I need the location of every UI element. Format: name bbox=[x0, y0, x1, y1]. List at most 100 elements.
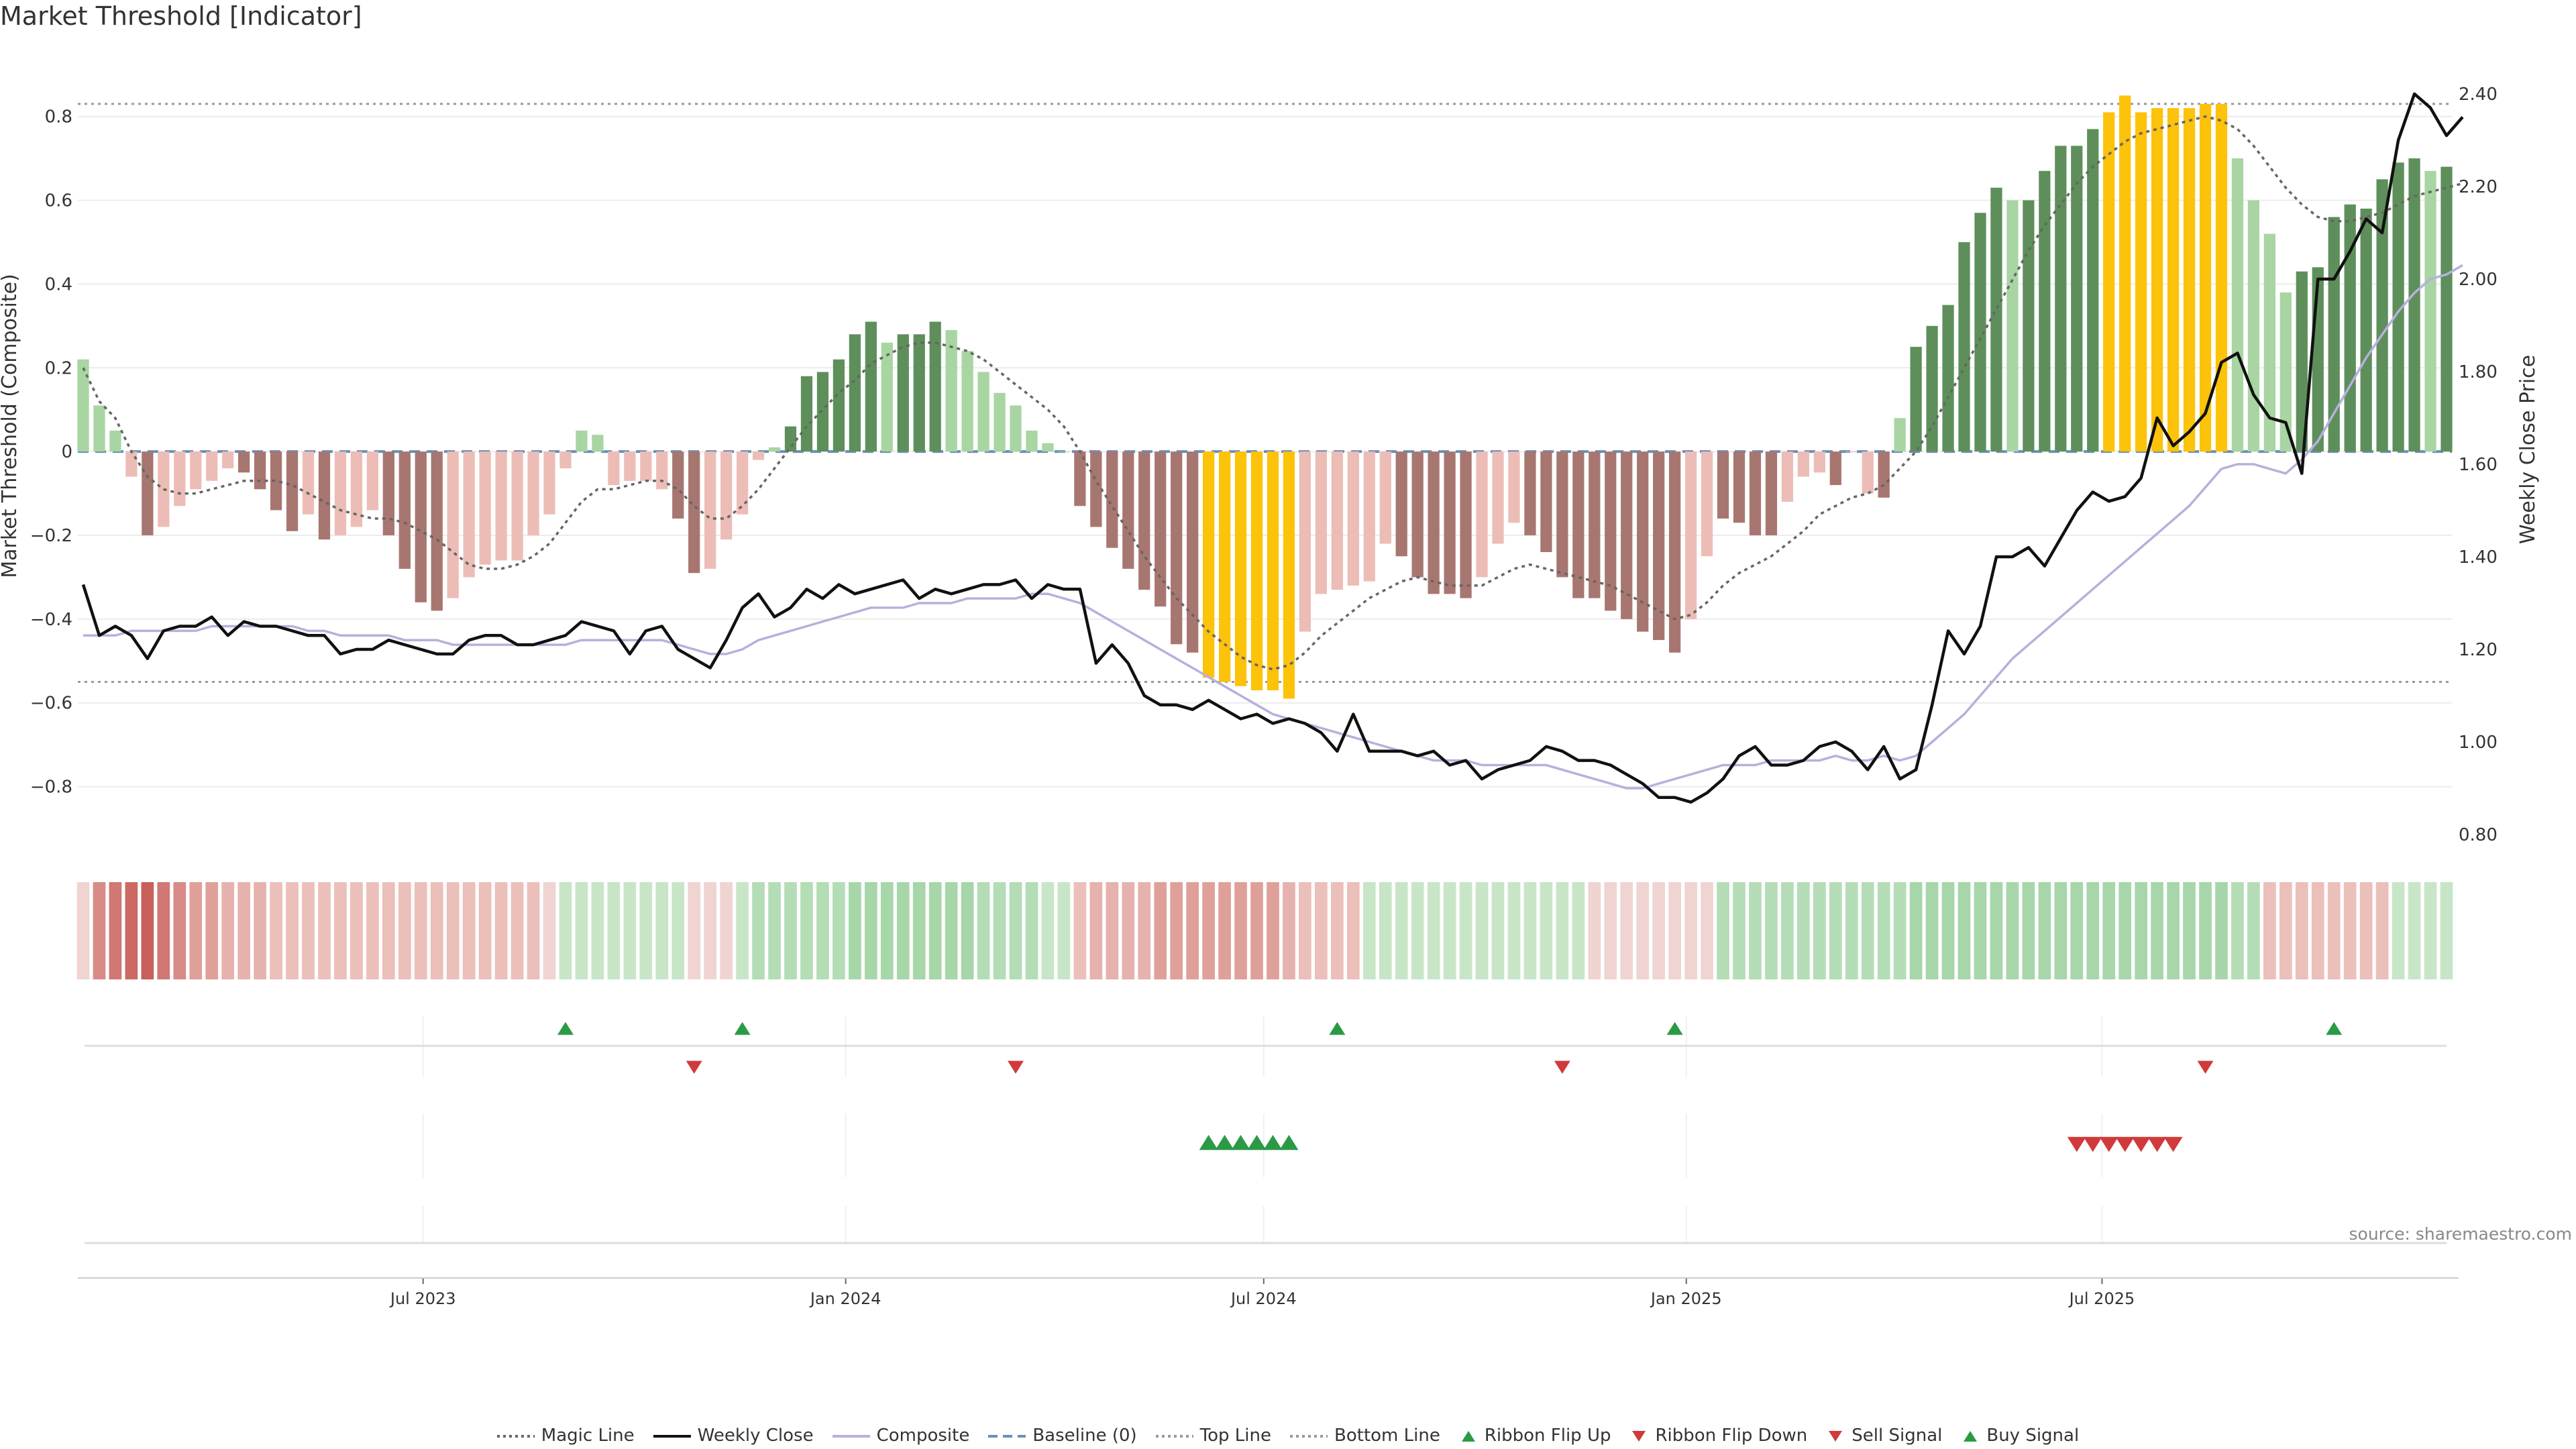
ribbon-cell bbox=[864, 882, 877, 979]
y2-tick-label: 2.40 bbox=[2459, 85, 2498, 105]
legend-item: Baseline (0) bbox=[988, 1426, 1137, 1446]
composite-bar bbox=[1669, 451, 1681, 653]
composite-bar bbox=[1202, 451, 1215, 678]
source-note: source: sharemaestro.com bbox=[2349, 1224, 2573, 1244]
ribbon-cell bbox=[896, 882, 910, 979]
composite-bar bbox=[2392, 162, 2404, 452]
composite-bar bbox=[1250, 451, 1263, 690]
ribbon-cell bbox=[1941, 882, 1955, 979]
ribbon-cell bbox=[1186, 882, 1199, 979]
ribbon-cell bbox=[784, 882, 797, 979]
ribbon-cell bbox=[462, 882, 476, 979]
legend-label: Magic Line bbox=[541, 1426, 635, 1446]
signal-markers bbox=[85, 1022, 2447, 1244]
ribbon-cell bbox=[880, 882, 894, 979]
ribbon-cell bbox=[1218, 882, 1231, 979]
ribbon-cell bbox=[1154, 882, 1167, 979]
composite-bar bbox=[222, 451, 234, 469]
ribbon-cell bbox=[800, 882, 813, 979]
composite-bar bbox=[2408, 158, 2420, 452]
ribbon-cell bbox=[688, 882, 701, 979]
composite-bar bbox=[1428, 451, 1440, 594]
composite-bar bbox=[1460, 451, 1472, 598]
ribbon-cell bbox=[1845, 882, 1858, 979]
composite-bar bbox=[2440, 166, 2453, 452]
axes: 0.8 0.6 0.4 0.2 0 −0.2 −0.4 −0.6 −0.8 2.40 2.20 2.0… bbox=[30, 85, 2498, 1308]
composite-bar bbox=[109, 430, 121, 452]
composite-bar bbox=[1234, 451, 1247, 686]
ribbon-cell bbox=[736, 882, 749, 979]
composite-bar bbox=[2071, 146, 2083, 452]
ribbon-cell bbox=[2102, 882, 2116, 979]
ribbon-cell bbox=[1925, 882, 1939, 979]
y2-axis-label: Weekly Close Price bbox=[2516, 355, 2540, 544]
composite-bar bbox=[334, 451, 347, 535]
ribbon-cell bbox=[2215, 882, 2228, 979]
buy-signal-marker bbox=[1279, 1134, 1299, 1150]
ribbon-cell bbox=[109, 882, 122, 979]
ribbon-cell bbox=[76, 882, 90, 979]
composite-bar bbox=[1684, 451, 1697, 619]
series-lines bbox=[81, 92, 2464, 804]
composite-bar bbox=[2360, 209, 2372, 452]
y2-tick-label: 2.00 bbox=[2459, 270, 2498, 290]
ribbon-cell bbox=[205, 882, 219, 979]
legend-swatch bbox=[653, 1434, 691, 1438]
legend-label: Ribbon Flip Down bbox=[1655, 1426, 1808, 1446]
ribbon-cell bbox=[1025, 882, 1038, 979]
legend-item: Top Line bbox=[1155, 1426, 1271, 1446]
ribbon-cell bbox=[1749, 882, 1762, 979]
x-tick-label: Jan 2024 bbox=[809, 1289, 881, 1308]
composite-bar bbox=[1540, 451, 1552, 552]
composite-bar bbox=[1122, 451, 1134, 569]
legend-swatch bbox=[1632, 1430, 1646, 1442]
legend-swatch bbox=[1461, 1430, 1475, 1442]
composite-bar bbox=[672, 451, 684, 519]
ribbon-cell bbox=[1459, 882, 1472, 979]
y-axis-label: Market Threshold (Composite) bbox=[0, 274, 21, 578]
composite-bar bbox=[479, 451, 491, 565]
ribbon-cell bbox=[639, 882, 653, 979]
ribbon-cell bbox=[1556, 882, 1569, 979]
ribbon-cell bbox=[189, 882, 203, 979]
composite-bar bbox=[1605, 451, 1617, 611]
ribbon-flip-up-marker bbox=[1329, 1022, 1346, 1035]
composite-bar bbox=[1010, 405, 1022, 452]
ribbon-cell bbox=[1267, 882, 1279, 979]
composite-bar bbox=[833, 359, 845, 452]
composite-bar bbox=[929, 321, 941, 452]
ribbon-cell bbox=[270, 882, 282, 979]
legend-label: Top Line bbox=[1199, 1426, 1271, 1446]
magic-line bbox=[82, 115, 2463, 671]
ribbon-cell bbox=[1620, 882, 1633, 979]
ribbon-cell bbox=[254, 882, 266, 979]
ribbon-cell bbox=[993, 882, 1006, 979]
ribbon-cell bbox=[1652, 882, 1666, 979]
composite-bar bbox=[608, 451, 620, 486]
ribbon-cell bbox=[1540, 882, 1553, 979]
composite-bar bbox=[1621, 451, 1633, 619]
ribbon-cell bbox=[1797, 882, 1810, 979]
ribbon-cell bbox=[350, 882, 363, 979]
y2-tick-label: 1.60 bbox=[2459, 455, 2498, 475]
legend-swatch bbox=[988, 1434, 1026, 1438]
x-tick-label: Jul 2024 bbox=[1230, 1289, 1297, 1308]
ribbon-cell bbox=[1781, 882, 1794, 979]
ribbon-cell bbox=[1813, 882, 1826, 979]
composite-bar bbox=[1942, 305, 1954, 452]
ribbon-cell bbox=[1668, 882, 1681, 979]
composite-bar bbox=[1749, 451, 1762, 535]
composite-bar bbox=[318, 451, 331, 540]
ribbon-cell bbox=[2231, 882, 2244, 979]
ribbon-cell bbox=[1041, 882, 1055, 979]
ribbon-cell bbox=[607, 882, 621, 979]
ribbon-cell bbox=[1234, 882, 1247, 979]
ribbon-cell bbox=[977, 882, 990, 979]
composite-bar bbox=[1074, 451, 1086, 506]
legend-item: Ribbon Flip Down bbox=[1629, 1426, 1807, 1446]
composite-bar bbox=[897, 334, 909, 452]
composite-bar bbox=[2103, 112, 2115, 452]
ribbon-cell bbox=[591, 882, 604, 979]
ribbon-cell bbox=[1122, 882, 1135, 979]
ribbon-cell bbox=[575, 882, 588, 979]
